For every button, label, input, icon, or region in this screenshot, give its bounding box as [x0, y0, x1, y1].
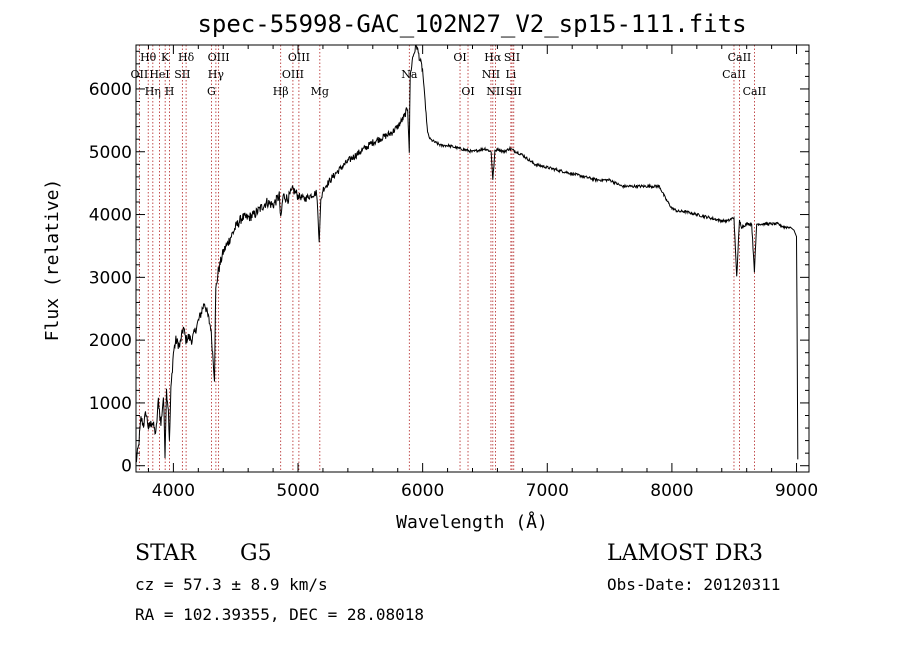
- reference-line-label-5: H: [165, 85, 175, 98]
- reference-line-label-7: Hδ: [178, 51, 195, 64]
- redshift-value: cz = 57.3 ± 8.9 km/s: [135, 575, 328, 594]
- reference-line-label-20: NII: [486, 85, 504, 98]
- reference-line-label-0: Hθ: [140, 51, 157, 64]
- reference-line-label-23: SII: [506, 85, 522, 98]
- chart-title: spec-55998-GAC_102N27_V2_sp15-111.fits: [197, 10, 746, 38]
- plot-frame: [135, 44, 810, 473]
- reference-line-label-22: SII: [504, 51, 520, 64]
- reference-line-label-13: OIII: [288, 51, 310, 64]
- reference-line-label-10: OIII: [208, 51, 230, 64]
- reference-line-label-1: OII: [131, 68, 149, 81]
- reference-line-label-11: Hβ: [273, 85, 289, 98]
- x-axis: 4000 5000 6000 7000 8000 9000: [147, 45, 818, 501]
- y-tick-label-6: 6000: [89, 80, 132, 100]
- coordinates: RA = 102.39355, DEC = 28.08018: [135, 605, 424, 624]
- reference-line-label-21: Li: [505, 68, 516, 81]
- y-tick-label-4: 4000: [89, 206, 132, 226]
- y-tick-label-1: 1000: [89, 394, 132, 414]
- reference-line-label-18: NII: [482, 68, 500, 81]
- reference-line-label-15: Na: [401, 68, 418, 81]
- x-tick-label-0: 4000: [152, 481, 195, 501]
- spectrum-series: [135, 44, 799, 463]
- y-tick-label-0: 0: [121, 457, 132, 477]
- reference-line-label-12: OIII: [282, 68, 304, 81]
- y-axis-label: Flux (relative): [42, 179, 63, 342]
- reference-lines: Hθ OII Hη HeI K H SII Hδ G Hγ OIII Hβ OIII OIII Mg Na OI…: [131, 45, 767, 472]
- x-tick-label-3: 7000: [526, 481, 569, 501]
- y-tick-label-5: 5000: [89, 143, 132, 163]
- reference-line-label-16: OI: [453, 51, 466, 64]
- reference-line-label-4: K: [161, 51, 170, 64]
- object-subclass: G5: [240, 541, 272, 566]
- reference-line-label-19: Hα: [484, 51, 502, 64]
- y-tick-label-3: 3000: [89, 268, 132, 288]
- x-tick-label-2: 6000: [401, 481, 444, 501]
- reference-line-label-2: Hη: [145, 85, 161, 98]
- reference-line-label-3: HeI: [149, 68, 169, 81]
- reference-line-label-24: CaII: [722, 68, 746, 81]
- reference-line-label-8: G: [207, 85, 216, 98]
- y-axis: 0 1000 2000 3000 4000 5000 6000: [89, 50, 809, 477]
- reference-line-label-6: SII: [174, 68, 190, 81]
- reference-line-label-25: CaII: [728, 51, 752, 64]
- reference-line-label-14: Mg: [311, 85, 329, 98]
- x-tick-label-4: 8000: [650, 481, 693, 501]
- x-axis-label: Wavelength (Å): [396, 511, 548, 533]
- x-tick-label-5: 9000: [775, 481, 818, 501]
- reference-line-label-17: OI: [461, 85, 474, 98]
- reference-line-label-26: CaII: [743, 85, 767, 98]
- reference-line-label-9: Hγ: [208, 68, 225, 81]
- spectrum-line: [135, 44, 799, 463]
- object-class: STAR: [135, 541, 197, 566]
- y-tick-label-2: 2000: [89, 331, 132, 351]
- x-tick-label-1: 5000: [276, 481, 319, 501]
- survey-name: LAMOST DR3: [607, 541, 763, 566]
- observation-date: Obs-Date: 20120311: [607, 575, 780, 594]
